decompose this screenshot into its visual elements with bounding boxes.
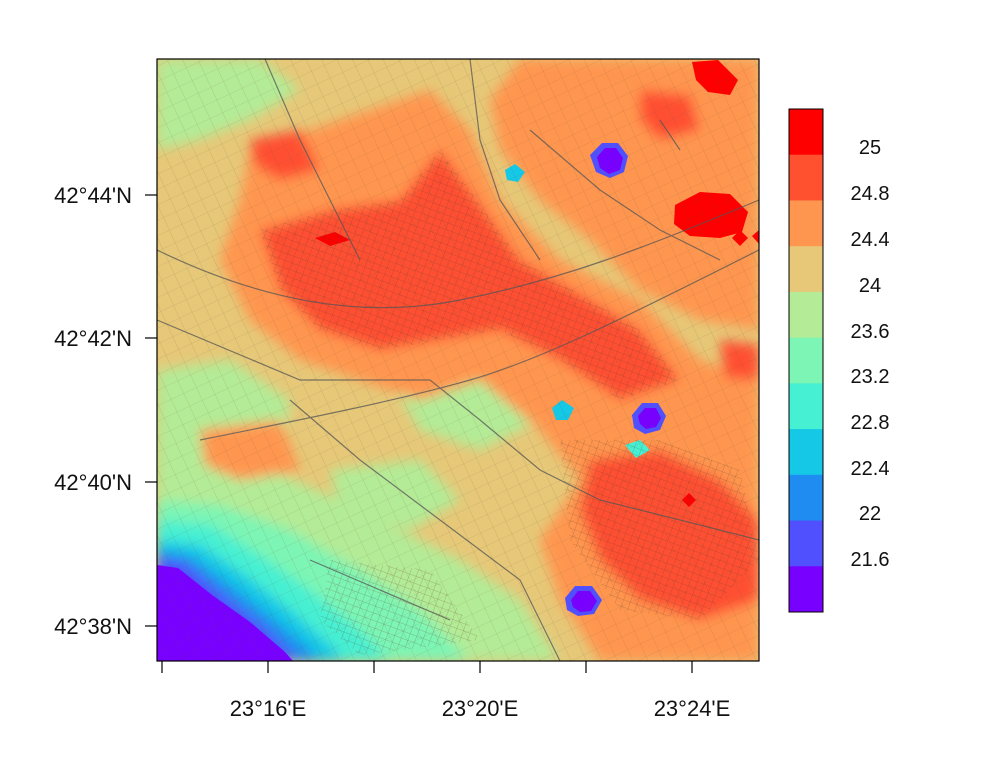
colorbar-box-8 xyxy=(789,429,823,476)
major-road-3 xyxy=(289,399,561,661)
plot-frame xyxy=(156,58,760,662)
colorbar-boxes xyxy=(789,109,823,613)
colorbar-box-5 xyxy=(789,291,823,339)
colorbar-box-4 xyxy=(789,246,823,293)
major-roads xyxy=(157,59,759,661)
legend-label-10: 21.6 xyxy=(851,549,890,571)
major-road-9 xyxy=(309,559,451,621)
major-road-8 xyxy=(659,119,681,151)
lon-label-2: 23°20'E xyxy=(442,696,519,721)
legend-label-4: 24 xyxy=(859,275,881,297)
colorbar-box-7 xyxy=(789,383,823,430)
legend-label-8: 22.4 xyxy=(851,458,890,480)
legend-label-9: 22 xyxy=(859,503,881,525)
colorbar-labels: 25 24.8 24.4 24 23.6 23.2 22.8 22.4 22 2… xyxy=(851,137,890,571)
colorbar-box-6 xyxy=(789,337,823,384)
major-road-5 xyxy=(264,59,361,261)
lat-label-3: 42°40'N xyxy=(54,470,132,495)
lon-label-3: 23°24'E xyxy=(654,696,731,721)
road-grid-southeast xyxy=(560,440,759,620)
legend-label-2: 24.8 xyxy=(851,183,890,205)
colorbar-box-9 xyxy=(789,474,823,522)
colorbar-box-1 xyxy=(789,109,823,156)
lat-label-4: 42°38'N xyxy=(54,614,132,639)
legend-label-3: 24.4 xyxy=(851,229,890,251)
lat-label-2: 42°42'N xyxy=(54,326,132,351)
lat-ticks xyxy=(145,194,157,627)
lon-ticks xyxy=(161,661,693,673)
axes: 42°44'N 42°42'N 42°40'N 42°38'N 23°16'E … xyxy=(54,58,760,721)
lon-label-1: 23°16'E xyxy=(230,696,307,721)
lat-label-1: 42°44'N xyxy=(54,183,132,208)
map-plot-area xyxy=(157,59,759,661)
major-road-2 xyxy=(199,249,759,441)
colorbar-frame xyxy=(788,108,824,613)
road-grid-southwest xyxy=(320,560,480,655)
legend-label-1: 25 xyxy=(859,137,881,159)
major-road-6 xyxy=(469,59,541,261)
major-road-7 xyxy=(529,129,721,261)
colorbar-box-2 xyxy=(789,154,823,201)
colorbar-box-10 xyxy=(789,520,823,567)
legend-label-7: 22.8 xyxy=(851,412,890,434)
colorbar-box-3 xyxy=(789,200,823,247)
road-network xyxy=(157,59,759,661)
major-road-4 xyxy=(157,319,759,541)
colorbar-box-11 xyxy=(789,566,823,613)
legend-label-6: 23.2 xyxy=(851,366,890,388)
legend-label-5: 23.6 xyxy=(851,321,890,343)
major-road-1 xyxy=(157,199,759,309)
colorbar: 25 24.8 24.4 24 23.6 23.2 22.8 22.4 22 2… xyxy=(788,108,890,613)
road-grid-urban xyxy=(260,150,680,400)
